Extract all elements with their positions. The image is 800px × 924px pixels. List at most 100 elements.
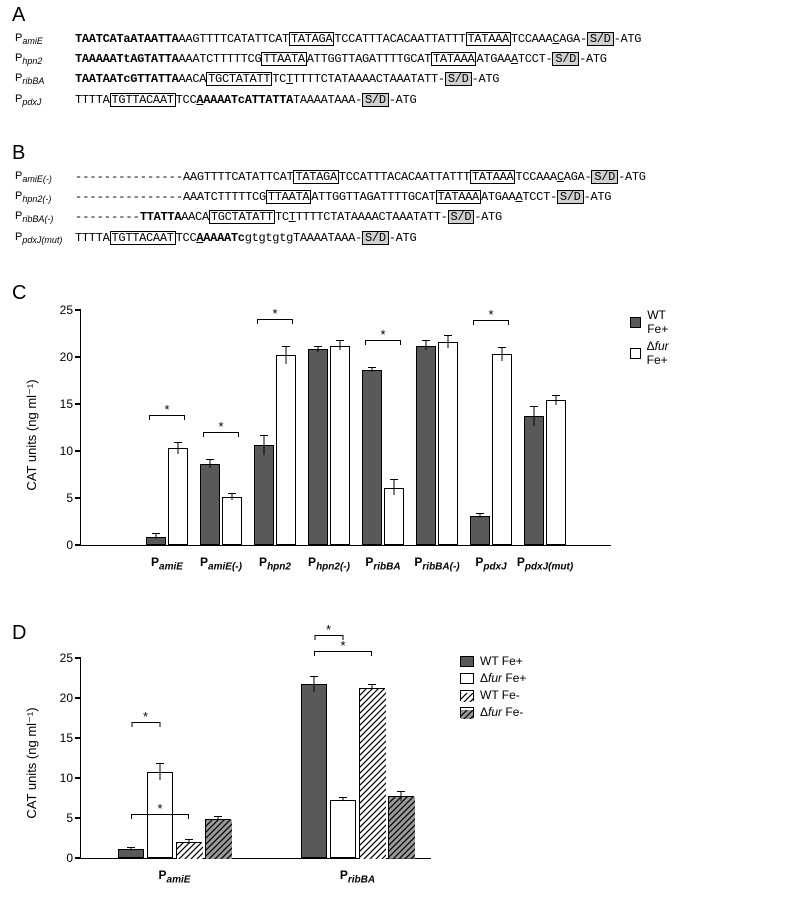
legend-swatch xyxy=(630,317,641,328)
y-tick-label: 0 xyxy=(66,851,73,865)
seq-label: PribBA xyxy=(15,72,75,86)
y-tick-label: 15 xyxy=(60,397,73,411)
legend-swatch xyxy=(460,656,474,667)
seq-text: TTTTATGTTACAATTCCAAAAATcgtgtgtgTAAAATAAA… xyxy=(75,231,416,245)
seq-label: PpdxJ xyxy=(15,93,75,107)
seq-label: Phpn2(-) xyxy=(15,190,75,204)
seq-label: PribBA(-) xyxy=(15,210,75,224)
bar xyxy=(146,537,166,545)
legend-item: WT Fe+ xyxy=(460,654,526,668)
seq-text: TAATCATaATAATTAAAGTTTTCATATTCATTATAGATCC… xyxy=(75,32,641,46)
bar xyxy=(205,819,231,858)
seq-row: PpdxJ(mut) TTTTATGTTACAATTCCAAAAATcgtgtg… xyxy=(15,231,785,245)
seq-text: ---------TTATTAAACATGCTATATTTCTTTTTCTATA… xyxy=(75,210,502,224)
y-tick-label: 20 xyxy=(60,691,73,705)
seq-text: TTTTATGTTACAATTCCAAAAATcATTATTATAAAATAAA… xyxy=(75,93,416,107)
legend-swatch xyxy=(460,690,474,701)
chart-c: CAT units (ng ml⁻¹) 0510152025PamiEPamiE… xyxy=(60,300,680,600)
legend-label: WT Fe+ xyxy=(480,654,523,668)
seq-row: Phpn2 TAAAAATtAGTATTAAAATCTTTTTCGTTAATAA… xyxy=(15,52,785,66)
y-tick-label: 25 xyxy=(60,651,73,665)
significance-marker: * xyxy=(131,722,160,724)
significance-marker: * xyxy=(203,432,239,434)
bar xyxy=(524,416,544,545)
significance-marker: * xyxy=(131,814,189,816)
legend-item: WT Fe- xyxy=(460,688,526,702)
seq-row: PribBA TAATAATcGTTATTAAACATGCTATATTTCTTT… xyxy=(15,72,785,86)
y-axis-title: CAT units (ng ml⁻¹) xyxy=(24,707,40,818)
y-tick-label: 15 xyxy=(60,731,73,745)
plot-area: 0510152025PamiEPamiE(-)Phpn2Phpn2(-)Prib… xyxy=(80,310,611,546)
bar xyxy=(118,849,144,858)
legend-swatch xyxy=(630,348,641,359)
x-category-label: Phpn2 xyxy=(259,555,291,572)
y-tick-label: 5 xyxy=(66,491,73,505)
y-tick-label: 20 xyxy=(60,350,73,364)
seq-label: PamiE(-) xyxy=(15,170,75,184)
seq-row: Phpn2(-) ---------------AAATCTTTTTCGTTAA… xyxy=(15,190,785,204)
significance-marker: * xyxy=(365,340,401,342)
bar xyxy=(200,464,220,545)
seq-label: PpdxJ(mut) xyxy=(15,231,75,245)
bar xyxy=(416,346,436,545)
y-tick-label: 10 xyxy=(60,771,73,785)
seq-row: PribBA(-) ---------TTATTAAACATGCTATATTTC… xyxy=(15,210,785,224)
bar xyxy=(222,497,242,545)
x-category-label: PpdxJ xyxy=(475,555,506,572)
legend-item: WT Fe+ xyxy=(630,308,680,336)
legend-label: WT Fe- xyxy=(480,688,520,702)
bar xyxy=(168,448,188,545)
panel-letter-b: B xyxy=(12,142,25,165)
bar xyxy=(308,349,328,545)
y-axis-title: CAT units (ng ml⁻¹) xyxy=(24,379,40,490)
seq-text: ---------------AAATCTTTTTCGTTAATAATTGGTT… xyxy=(75,190,611,204)
bar xyxy=(359,688,385,858)
x-category-label: PpdxJ(mut) xyxy=(517,555,573,572)
legend-swatch xyxy=(460,673,474,684)
seq-text: TAAAAATtAGTATTAAAATCTTTTTCGTTAATAATTGGTT… xyxy=(75,52,607,66)
legend-swatch xyxy=(460,707,474,718)
panel-letter-d: D xyxy=(12,622,26,645)
bar xyxy=(254,445,274,545)
bar xyxy=(438,342,458,545)
bar xyxy=(301,684,327,858)
bar xyxy=(470,516,490,545)
x-category-label: PribBA xyxy=(365,555,400,572)
x-category-label: PamiE(-) xyxy=(200,555,242,572)
seq-panel-b: PamiE(-) ---------------AAGTTTTCATATTCAT… xyxy=(15,170,785,251)
bar xyxy=(330,346,350,545)
significance-marker: * xyxy=(149,415,185,417)
chart-d: CAT units (ng ml⁻¹) 0510152025PamiEPribB… xyxy=(60,648,620,908)
x-category-label: Phpn2(-) xyxy=(308,555,350,572)
legend-label: Δfur Fe+ xyxy=(480,671,526,685)
seq-text: TAATAATcGTTATTAAACATGCTATATTTCTTTTTCTATA… xyxy=(75,72,499,86)
y-tick-label: 25 xyxy=(60,303,73,317)
bar xyxy=(276,355,296,545)
legend-d: WT Fe+ Δfur Fe+ WT Fe- Δfur Fe- xyxy=(460,654,526,722)
bar xyxy=(546,400,566,545)
legend-c: WT Fe+ Δfur Fe+ xyxy=(630,308,680,370)
significance-marker: * xyxy=(257,319,293,321)
significance-marker: * xyxy=(314,651,372,653)
y-tick-label: 0 xyxy=(66,538,73,552)
legend-item: Δfur Fe+ xyxy=(460,671,526,685)
x-category-label: PribBA xyxy=(340,868,375,885)
bar xyxy=(176,842,202,858)
seq-row: PamiE TAATCATaATAATTAAAGTTTTCATATTCATTAT… xyxy=(15,32,785,46)
significance-marker: * xyxy=(314,635,343,637)
bar xyxy=(388,796,414,858)
bar xyxy=(384,488,404,545)
seq-row: PpdxJ TTTTATGTTACAATTCCAAAAATcATTATTATAA… xyxy=(15,93,785,107)
panel-letter-a: A xyxy=(12,4,25,27)
seq-row: PamiE(-) ---------------AAGTTTTCATATTCAT… xyxy=(15,170,785,184)
legend-item: Δfur Fe- xyxy=(460,705,526,719)
bar xyxy=(492,354,512,545)
legend-label: WT Fe+ xyxy=(647,308,680,336)
plot-area: 0510152025PamiEPribBA**** xyxy=(80,658,431,859)
bar xyxy=(362,370,382,545)
x-category-label: PamiE xyxy=(159,868,191,885)
seq-panel-a: PamiE TAATCATaATAATTAAAGTTTTCATATTCATTAT… xyxy=(15,32,785,113)
seq-label: PamiE xyxy=(15,32,75,46)
legend-label: Δfur Fe- xyxy=(480,705,523,719)
significance-marker: * xyxy=(473,320,509,322)
